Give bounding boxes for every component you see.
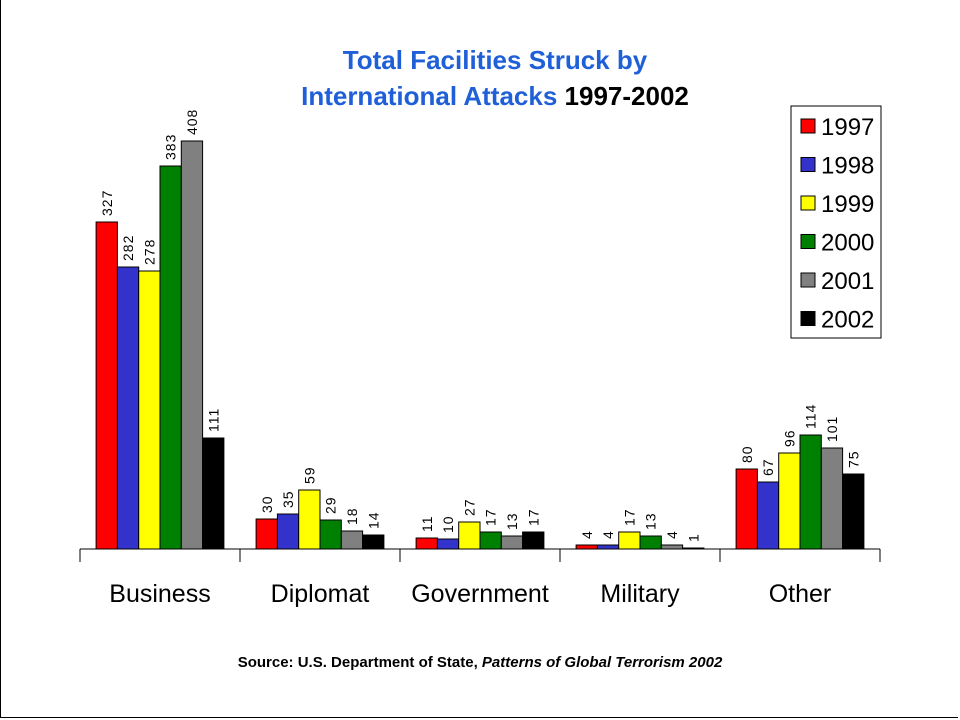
data-label: 80 — [739, 445, 755, 463]
bar — [639, 535, 662, 550]
bar — [820, 447, 844, 550]
legend-box — [790, 105, 882, 339]
bar — [116, 266, 140, 550]
bar — [362, 534, 385, 550]
bar — [842, 473, 865, 550]
bar — [95, 221, 118, 550]
legend-label: 1999 — [821, 191, 874, 218]
data-label: 59 — [301, 466, 317, 484]
data-label: 75 — [845, 450, 861, 468]
data-label: 13 — [643, 512, 659, 530]
bar — [298, 489, 321, 550]
data-label: 10 — [440, 515, 456, 533]
category-label: Business — [109, 580, 210, 608]
data-label: 111 — [205, 408, 221, 432]
legend-label: 2002 — [821, 307, 874, 334]
data-label: 17 — [525, 508, 541, 526]
data-label: 30 — [259, 495, 275, 513]
data-label: 1 — [685, 533, 701, 542]
chart-title-line1: Total Facilities Struck by — [342, 45, 648, 75]
bar — [255, 518, 278, 550]
bar — [479, 531, 502, 550]
data-label: 4 — [600, 530, 616, 539]
data-label: 101 — [824, 416, 840, 442]
legend-label: 1997 — [821, 114, 874, 141]
data-label: 17 — [621, 508, 637, 526]
category-label: Other — [769, 580, 832, 608]
bar — [618, 531, 641, 550]
data-label: 327 — [99, 190, 115, 216]
data-label: 4 — [579, 530, 595, 539]
legend-swatch — [800, 311, 816, 326]
category-label: Government — [411, 580, 549, 608]
data-label: 35 — [280, 490, 296, 508]
bar — [575, 544, 598, 550]
bar — [799, 434, 822, 550]
data-label: 14 — [365, 511, 381, 529]
bar — [778, 452, 801, 550]
bar — [276, 513, 300, 550]
data-label: 18 — [344, 507, 360, 525]
data-label: 282 — [120, 235, 136, 261]
bar — [415, 537, 438, 550]
chart-title-line2-main: International Attacks — [301, 81, 558, 111]
category-label: Military — [600, 580, 680, 608]
source-publication: Patterns of Global Terrorism 2002 — [481, 654, 723, 671]
bar — [660, 544, 684, 550]
legend-swatch — [800, 234, 816, 249]
bar — [458, 521, 481, 550]
bar — [180, 140, 204, 550]
bar — [202, 437, 225, 550]
bar — [500, 535, 524, 550]
data-label: 114 — [803, 404, 819, 429]
data-label: 29 — [323, 496, 339, 514]
legend-swatch — [800, 157, 816, 172]
bar — [756, 481, 780, 550]
bar — [682, 547, 705, 550]
data-label: 11 — [419, 515, 435, 532]
bar — [596, 544, 620, 550]
bar — [319, 519, 342, 550]
chart-title-line2: International Attacks 1997-2002 — [200, 78, 790, 114]
legend-swatch — [800, 195, 816, 211]
legend-label: 2001 — [821, 268, 874, 295]
bar — [436, 538, 460, 550]
category-label: Diplomat — [271, 580, 370, 608]
legend-label: 1998 — [821, 153, 874, 180]
data-label: 278 — [141, 239, 157, 265]
bar — [159, 165, 182, 550]
data-label: 4 — [664, 530, 680, 539]
data-label: 383 — [163, 134, 179, 160]
bar — [522, 531, 545, 550]
source-prefix: Source: U.S. Department of State, — [237, 654, 482, 671]
chart-title: Total Facilities Struck by International… — [200, 42, 790, 114]
data-label: 13 — [504, 512, 520, 530]
data-label: 96 — [781, 429, 797, 447]
bar — [340, 530, 364, 550]
data-label: 27 — [461, 498, 477, 516]
data-label: 67 — [760, 458, 776, 476]
chart-title-years: 1997-2002 — [564, 81, 689, 111]
bar — [138, 270, 161, 550]
bar — [735, 468, 758, 550]
data-label: 408 — [184, 109, 200, 135]
legend-swatch — [800, 272, 816, 288]
source-note: Source: U.S. Department of State, Patter… — [0, 654, 960, 671]
data-label: 17 — [483, 508, 499, 526]
legend-label: 2000 — [821, 230, 874, 257]
legend-swatch — [800, 118, 816, 134]
